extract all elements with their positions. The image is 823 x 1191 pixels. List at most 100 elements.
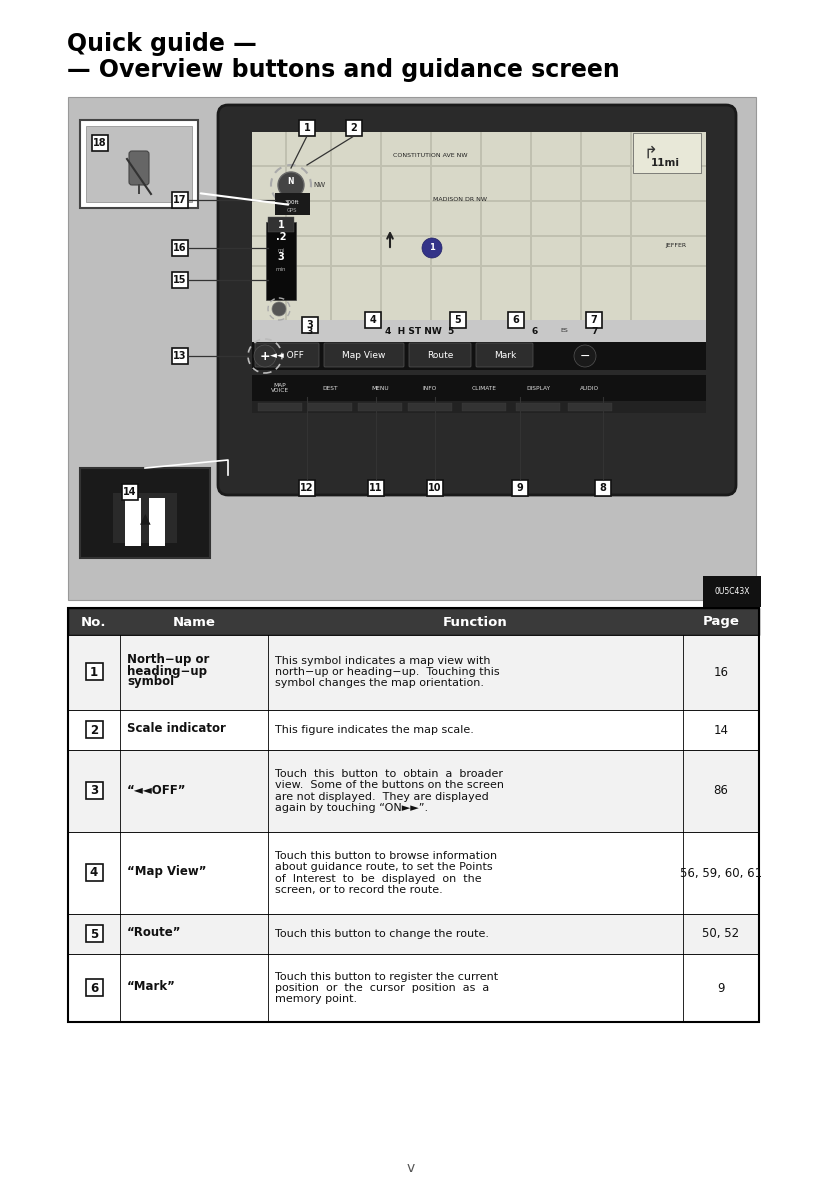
Bar — [258, 403, 302, 411]
Text: 9: 9 — [517, 484, 523, 493]
Text: ◄◄ OFF: ◄◄ OFF — [270, 350, 304, 360]
Text: 4  H ST NW  5: 4 H ST NW 5 — [385, 326, 454, 336]
Bar — [285, 132, 287, 339]
Text: Function: Function — [443, 616, 507, 629]
Text: Quick guide —: Quick guide — — [67, 32, 257, 56]
Text: GPS: GPS — [286, 208, 297, 213]
Text: 3: 3 — [277, 252, 285, 262]
Bar — [68, 635, 759, 710]
Text: CONSTITUTION AVE NW: CONSTITUTION AVE NW — [393, 152, 467, 158]
FancyBboxPatch shape — [586, 312, 602, 328]
Text: “Map View”: “Map View” — [127, 866, 207, 879]
Text: v: v — [407, 1161, 415, 1176]
Circle shape — [278, 172, 304, 198]
Text: MADISON DR NW: MADISON DR NW — [433, 197, 487, 202]
Bar — [138, 183, 140, 194]
FancyBboxPatch shape — [512, 480, 528, 495]
FancyBboxPatch shape — [346, 120, 362, 136]
FancyBboxPatch shape — [129, 151, 149, 185]
Text: heading−up: heading−up — [127, 665, 207, 678]
Text: of  Interest  to  be  displayed  on  the: of Interest to be displayed on the — [275, 874, 481, 884]
Text: MAP
VOICE: MAP VOICE — [271, 382, 289, 393]
Text: Touch  this  button  to  obtain  a  broader: Touch this button to obtain a broader — [275, 768, 503, 779]
Text: 0U5C43X: 0U5C43X — [714, 587, 750, 596]
FancyBboxPatch shape — [450, 312, 466, 328]
FancyBboxPatch shape — [86, 663, 103, 680]
Bar — [268, 217, 294, 232]
FancyBboxPatch shape — [368, 480, 384, 495]
Text: Touch this button to change the route.: Touch this button to change the route. — [275, 929, 489, 939]
Bar — [113, 493, 177, 543]
Bar — [252, 266, 706, 267]
Bar — [308, 403, 352, 411]
Text: Scale indicator: Scale indicator — [127, 723, 226, 736]
Text: north−up or heading−up.  Touching this: north−up or heading−up. Touching this — [275, 667, 500, 676]
Text: Touch this button to browse information: Touch this button to browse information — [275, 850, 497, 861]
Text: about guidance route, to set the Points: about guidance route, to set the Points — [275, 862, 493, 872]
Bar — [252, 200, 706, 202]
Bar — [252, 342, 706, 370]
Bar — [568, 403, 612, 411]
Bar — [252, 235, 706, 237]
FancyBboxPatch shape — [409, 343, 471, 367]
FancyBboxPatch shape — [86, 721, 103, 738]
Text: 7: 7 — [591, 314, 597, 325]
FancyBboxPatch shape — [122, 484, 138, 500]
Bar — [68, 913, 759, 954]
FancyBboxPatch shape — [365, 312, 381, 328]
Text: position  or  the  cursor  position  as  a: position or the cursor position as a — [275, 983, 489, 993]
Text: 56, 59, 60, 61: 56, 59, 60, 61 — [680, 867, 762, 879]
Bar — [125, 498, 141, 545]
Bar — [252, 132, 706, 339]
Bar — [266, 222, 296, 300]
Bar — [68, 710, 759, 750]
Bar — [358, 403, 402, 411]
Bar — [480, 132, 482, 339]
FancyBboxPatch shape — [302, 317, 318, 333]
Text: 5: 5 — [454, 314, 462, 325]
Text: 2: 2 — [351, 123, 357, 133]
Bar — [462, 403, 506, 411]
Text: No.: No. — [81, 616, 107, 629]
FancyBboxPatch shape — [476, 343, 533, 367]
Text: 7: 7 — [592, 326, 598, 336]
Text: again by touching “ON►►”.: again by touching “ON►►”. — [275, 803, 428, 813]
Text: 9: 9 — [718, 981, 725, 994]
Text: 17: 17 — [174, 195, 187, 205]
Text: MENU: MENU — [371, 386, 388, 391]
Text: 1: 1 — [429, 243, 435, 252]
Text: 15: 15 — [174, 275, 187, 285]
FancyBboxPatch shape — [324, 343, 404, 367]
Text: N: N — [288, 176, 295, 186]
Bar — [252, 375, 706, 401]
Text: min: min — [276, 267, 286, 272]
Text: .2: .2 — [276, 232, 286, 242]
Bar — [80, 120, 198, 208]
Bar — [408, 403, 452, 411]
Text: −: − — [579, 349, 590, 362]
Text: 8: 8 — [600, 484, 607, 493]
Bar — [68, 607, 759, 1022]
Text: 300ft: 300ft — [285, 200, 300, 205]
Text: Mark: Mark — [494, 350, 516, 360]
Text: 3: 3 — [307, 326, 313, 336]
Bar — [252, 320, 706, 342]
Text: North−up or: North−up or — [127, 654, 209, 667]
FancyBboxPatch shape — [299, 120, 315, 136]
Text: Name: Name — [173, 616, 216, 629]
Text: view.  Some of the buttons on the screen: view. Some of the buttons on the screen — [275, 780, 504, 791]
FancyBboxPatch shape — [172, 192, 188, 208]
Text: 16: 16 — [714, 666, 728, 679]
Text: CLIMATE: CLIMATE — [472, 386, 496, 391]
FancyBboxPatch shape — [86, 782, 103, 799]
FancyBboxPatch shape — [86, 979, 103, 996]
Text: 1: 1 — [90, 666, 98, 679]
Bar — [68, 750, 759, 833]
Text: symbol: symbol — [127, 675, 174, 688]
Text: “Mark”: “Mark” — [127, 980, 176, 993]
FancyBboxPatch shape — [172, 241, 188, 256]
Text: are not displayed.  They are displayed: are not displayed. They are displayed — [275, 792, 489, 802]
Bar — [630, 132, 632, 339]
Bar — [516, 403, 560, 411]
FancyBboxPatch shape — [255, 343, 319, 367]
